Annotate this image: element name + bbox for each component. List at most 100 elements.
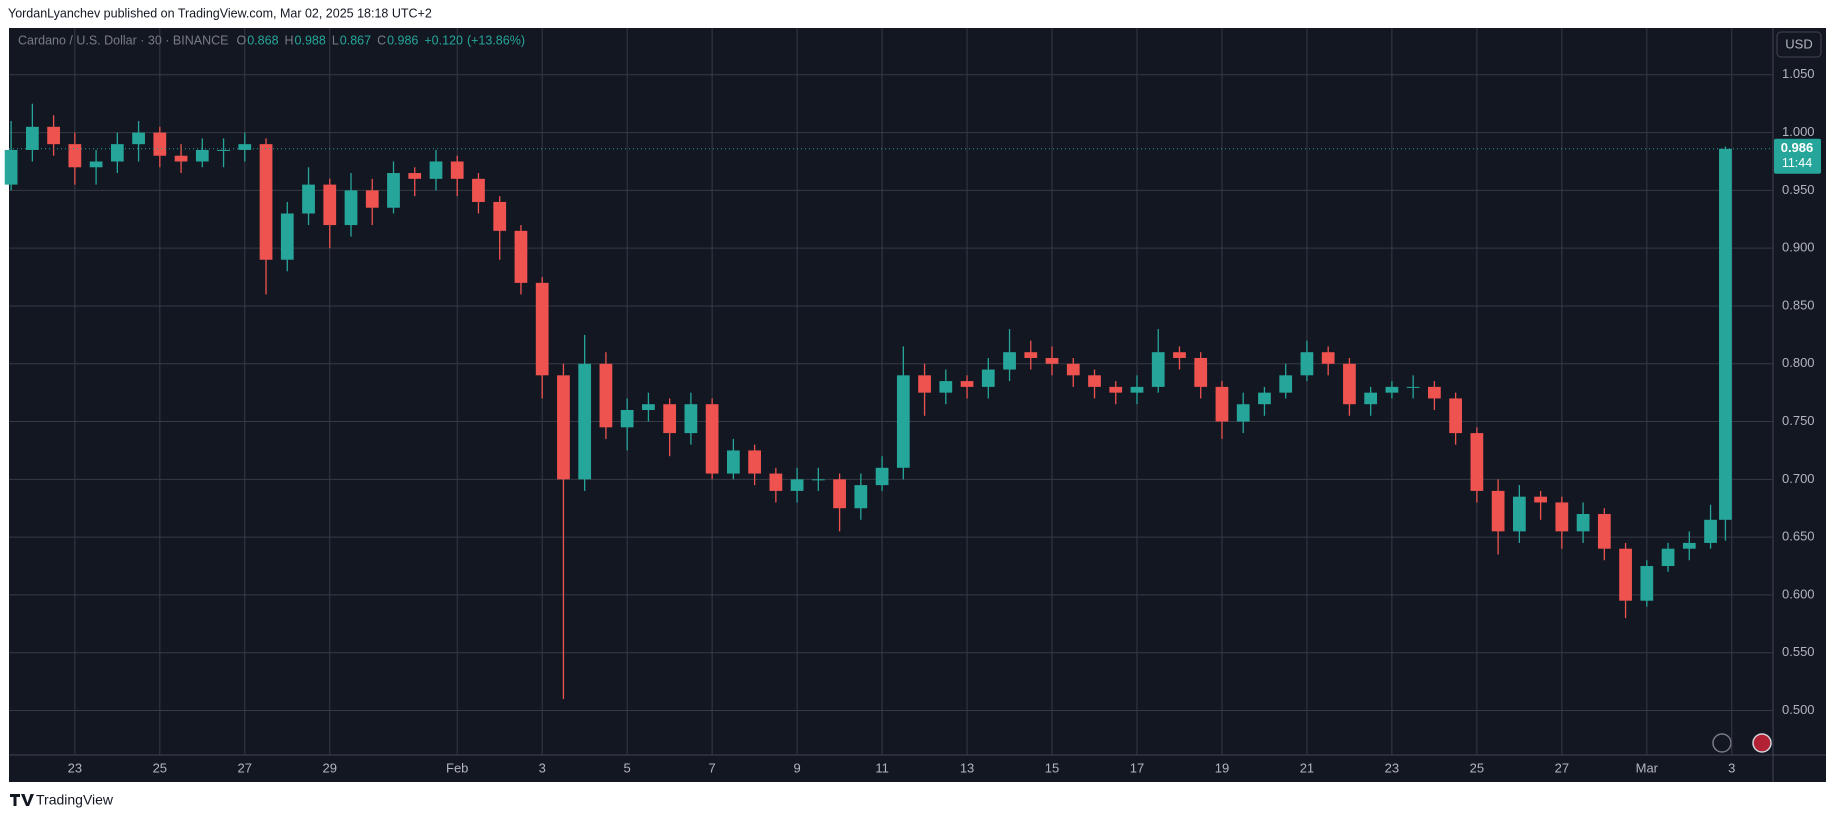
candle-body <box>833 479 846 509</box>
candle-body <box>854 485 868 509</box>
candle-body <box>387 173 400 208</box>
candle-body <box>89 161 103 168</box>
legend-value: 0.986 <box>387 33 418 47</box>
candle-body <box>344 190 358 226</box>
footer-logo <box>10 794 34 806</box>
candle-body <box>896 375 910 468</box>
candle-body <box>1428 386 1441 399</box>
candle-body <box>684 404 698 434</box>
candle-body <box>429 161 443 179</box>
x-tick-label: 25 <box>1470 760 1484 775</box>
currency-button[interactable] <box>1776 31 1822 58</box>
legend-value: 0.867 <box>340 33 371 47</box>
candle-body <box>1130 386 1144 393</box>
x-tick-label: 5 <box>624 760 631 775</box>
candle-body <box>705 404 719 474</box>
bottom-icons <box>1712 733 1772 753</box>
candle-body <box>1640 566 1654 601</box>
legend-value: 0.988 <box>295 33 326 47</box>
candle-body <box>875 467 889 486</box>
y-tick-label: 1.000 <box>1782 124 1815 139</box>
x-tick-label: 7 <box>709 760 716 775</box>
candle-body <box>1321 352 1335 364</box>
candle-body <box>1109 386 1123 393</box>
x-tick-label: 13 <box>960 760 974 775</box>
candle-body <box>663 404 677 434</box>
candle-body <box>1364 392 1378 405</box>
candle-body <box>535 282 549 376</box>
y-tick-label: 0.650 <box>1782 529 1815 544</box>
chart-panel <box>9 28 1826 782</box>
x-tick-label: Feb <box>446 760 468 775</box>
candle-body <box>1173 352 1186 358</box>
x-tick-label: 23 <box>68 760 82 775</box>
candle-body <box>1704 519 1717 543</box>
x-tick-label: 3 <box>1728 760 1735 775</box>
candle-body <box>1597 514 1611 549</box>
candle-body <box>1470 433 1484 491</box>
candle-body <box>1045 357 1059 364</box>
candle-body <box>960 381 974 387</box>
y-tick-label: 0.700 <box>1782 471 1815 486</box>
x-tick-label: 11 <box>875 760 889 775</box>
candle-body <box>599 363 613 428</box>
candle-body <box>493 201 507 231</box>
candle-body <box>1258 392 1271 405</box>
candle-body <box>1534 496 1547 503</box>
legend-key: C <box>377 33 386 47</box>
y-tick-label: 0.900 <box>1782 240 1815 255</box>
candle-body <box>217 149 230 151</box>
candle-body <box>1215 386 1229 422</box>
y-tick-label: 1.050 <box>1782 66 1815 81</box>
y-tick-label: 0.800 <box>1782 355 1815 370</box>
candle-body <box>769 473 783 491</box>
candle-body <box>790 479 804 491</box>
y-tick-label: 0.850 <box>1782 297 1815 312</box>
candle-body <box>408 173 422 179</box>
candle-body <box>1719 148 1732 520</box>
currency-label: USD <box>1785 36 1812 51</box>
x-tick-label: 23 <box>1385 760 1399 775</box>
candle-body <box>25 126 39 150</box>
candle-body <box>280 213 294 260</box>
y-tick-label: 0.750 <box>1782 413 1815 428</box>
candle-body <box>132 132 145 145</box>
candle-body <box>1576 514 1590 532</box>
candle-body <box>1236 404 1250 422</box>
candle-body <box>1151 352 1165 387</box>
candle-body <box>47 126 60 145</box>
legend-symbol: Cardano / U.S. Dollar · 30 · BINANCE <box>18 33 229 47</box>
candle-body <box>642 404 655 410</box>
candle-body <box>259 144 273 260</box>
candle-body <box>811 479 825 481</box>
candle-body <box>302 184 315 214</box>
candle-body <box>514 230 528 283</box>
candle-body <box>238 144 252 150</box>
y-tick-label: 0.600 <box>1782 586 1815 601</box>
x-tick-label: 9 <box>793 760 800 775</box>
x-tick-label: Mar <box>1636 760 1659 775</box>
candle-body <box>365 190 379 208</box>
last-price-label: 0.986 <box>1781 140 1814 155</box>
x-tick-label: 27 <box>238 760 252 775</box>
candle-body <box>1003 352 1016 370</box>
candle-body <box>981 369 995 387</box>
published-line: YordanLyanchev published on TradingView.… <box>8 6 432 20</box>
legend-change: +0.120 <box>424 33 463 47</box>
candle-body <box>918 375 931 393</box>
x-tick-label: 19 <box>1215 760 1229 775</box>
x-tick-label: 15 <box>1045 760 1059 775</box>
candle-body <box>1024 352 1038 358</box>
legend-change-pct: (+13.86%) <box>467 33 525 47</box>
candle-body <box>1555 502 1569 532</box>
candle-body <box>1300 352 1314 376</box>
x-tick-label: 27 <box>1555 760 1569 775</box>
candle-body <box>195 149 209 162</box>
candle-body <box>727 450 740 474</box>
candle-body <box>578 363 592 480</box>
candle-body <box>1385 386 1399 393</box>
y-tick-label: 0.550 <box>1782 644 1815 659</box>
candle-body <box>450 161 464 179</box>
